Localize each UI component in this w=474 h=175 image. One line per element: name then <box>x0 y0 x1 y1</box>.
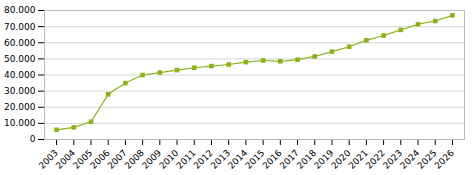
svg-text:2008: 2008 <box>122 147 147 171</box>
svg-text:2011: 2011 <box>174 147 198 171</box>
svg-text:2010: 2010 <box>157 147 181 171</box>
svg-text:2005: 2005 <box>71 147 95 171</box>
svg-text:2013: 2013 <box>208 147 233 171</box>
svg-text:2026: 2026 <box>433 148 456 171</box>
svg-text:2022: 2022 <box>363 147 387 171</box>
svg-text:2021: 2021 <box>346 147 370 171</box>
svg-text:0: 0 <box>30 134 36 144</box>
svg-text:2018: 2018 <box>294 147 319 171</box>
svg-text:60.000: 60.000 <box>4 38 36 48</box>
svg-text:2012: 2012 <box>191 147 215 171</box>
svg-text:2003: 2003 <box>36 147 60 171</box>
svg-text:20.000: 20.000 <box>4 102 36 112</box>
svg-text:2015: 2015 <box>243 147 267 171</box>
svg-text:2019: 2019 <box>312 147 336 171</box>
svg-text:40.000: 40.000 <box>4 70 36 80</box>
svg-text:2020: 2020 <box>329 147 353 171</box>
svg-text:10.000: 10.000 <box>4 118 36 128</box>
svg-text:2025: 2025 <box>415 147 439 171</box>
svg-text:50.000: 50.000 <box>4 54 36 64</box>
svg-text:2016: 2016 <box>260 147 284 171</box>
svg-text:70.000: 70.000 <box>4 22 36 32</box>
svg-text:2017: 2017 <box>277 147 301 171</box>
svg-text:2006: 2006 <box>88 147 112 171</box>
svg-text:2014: 2014 <box>226 147 250 171</box>
svg-text:2023: 2023 <box>381 147 405 171</box>
svg-text:2007: 2007 <box>105 147 129 171</box>
svg-text:2024: 2024 <box>398 147 422 171</box>
svg-text:80.000: 80.000 <box>4 5 36 15</box>
svg-text:30.000: 30.000 <box>4 86 36 96</box>
svg-text:2009: 2009 <box>140 147 164 171</box>
svg-text:2004: 2004 <box>53 147 78 171</box>
